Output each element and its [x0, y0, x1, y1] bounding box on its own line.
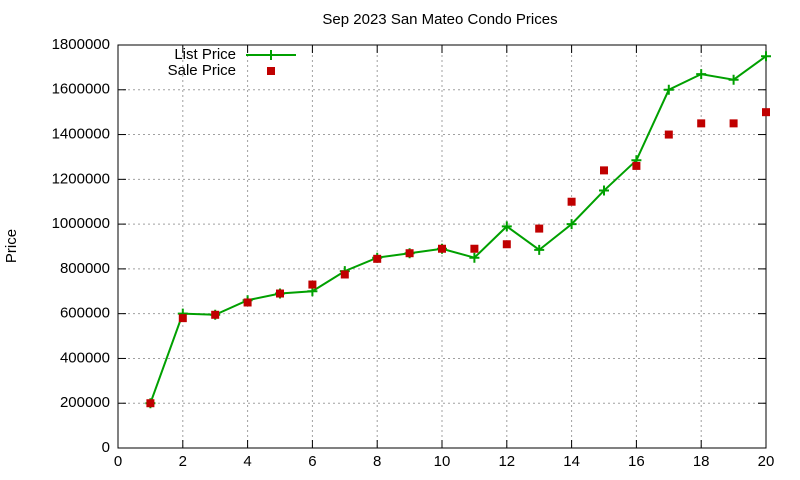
x-tick-label: 6 — [308, 453, 316, 470]
x-tick-label: 10 — [434, 453, 451, 470]
point-marker — [146, 399, 155, 408]
point-marker — [534, 244, 545, 255]
point-marker — [728, 74, 739, 85]
point-marker — [501, 221, 512, 232]
point-marker — [340, 270, 349, 279]
point-marker — [438, 244, 446, 253]
legend-marker — [266, 50, 276, 60]
x-tick-label: 4 — [243, 453, 251, 470]
point-marker — [469, 252, 480, 263]
point-marker — [697, 119, 706, 128]
x-tick-label: 14 — [563, 453, 580, 470]
y-tick-label: 1200000 — [52, 170, 110, 187]
point-marker — [243, 298, 252, 307]
point-marker — [632, 161, 641, 170]
y-tick-label: 0 — [102, 439, 110, 456]
point-marker — [566, 219, 577, 230]
y-tick-label: 1600000 — [52, 81, 110, 98]
legend-label: List Price — [174, 46, 236, 63]
point-marker — [178, 314, 187, 323]
point-marker — [762, 108, 770, 117]
y-tick-label: 1000000 — [52, 215, 110, 232]
point-marker — [729, 119, 738, 128]
y-tick-label: 1800000 — [52, 36, 110, 53]
point-marker — [470, 244, 479, 253]
y-tick-label: 600000 — [60, 305, 110, 322]
point-marker — [664, 130, 673, 139]
x-tick-label: 18 — [693, 453, 710, 470]
point-marker — [599, 185, 609, 196]
point-marker — [696, 69, 707, 80]
legend-marker — [267, 67, 275, 75]
point-marker — [761, 51, 771, 62]
x-tick-label: 0 — [114, 453, 122, 470]
x-tick-label: 8 — [373, 453, 381, 470]
legend-label: Sale Price — [168, 62, 236, 79]
point-marker — [373, 254, 382, 263]
point-marker — [308, 280, 317, 289]
y-tick-label: 1400000 — [52, 126, 110, 143]
point-marker — [600, 166, 608, 175]
chart-title: Sep 2023 San Mateo Condo Prices — [322, 11, 557, 28]
point-marker — [535, 224, 544, 233]
y-tick-label: 200000 — [60, 394, 110, 411]
x-tick-label: 2 — [179, 453, 187, 470]
point-marker — [276, 289, 284, 298]
point-marker — [211, 310, 220, 319]
point-marker — [567, 197, 576, 206]
point-marker — [663, 84, 674, 95]
y-axis-label: Price — [3, 229, 20, 263]
point-marker — [405, 249, 414, 258]
point-marker — [502, 240, 511, 249]
x-tick-label: 12 — [498, 453, 515, 470]
y-tick-label: 800000 — [60, 260, 110, 277]
series-line — [149, 55, 767, 404]
y-tick-label: 400000 — [60, 349, 110, 366]
x-tick-label: 20 — [758, 453, 775, 470]
x-tick-label: 16 — [628, 453, 645, 470]
